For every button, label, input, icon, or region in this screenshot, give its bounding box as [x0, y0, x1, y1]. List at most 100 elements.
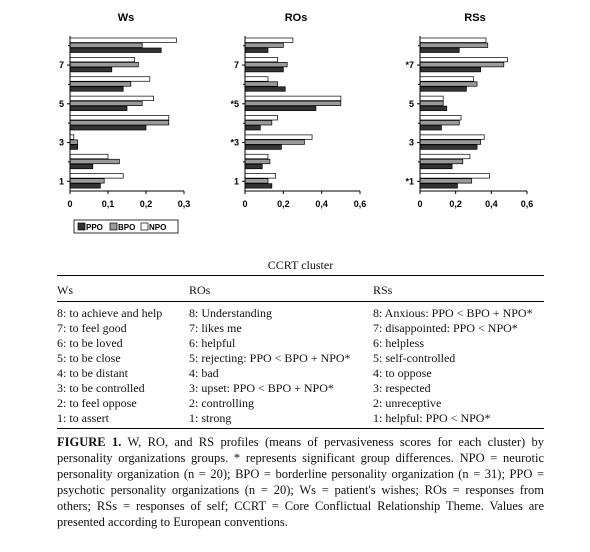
bar-npo-7	[69, 57, 135, 63]
table-cell: 6: to be loved	[57, 336, 123, 350]
x-tick-label: 0,3	[178, 199, 191, 209]
bar-npo-1	[244, 173, 277, 179]
bar-bpo-5	[69, 100, 143, 106]
table-cell: 3: upset: PPO < BPO + NPO*	[189, 381, 334, 395]
chart-ws: Ws 1 3 5 7 0 0,1 0,2 0,3	[59, 12, 190, 209]
table-cell: 8: to achieve and help	[57, 306, 163, 320]
bar-bpo-7	[419, 62, 505, 68]
y-tick-label: *5	[230, 99, 239, 109]
legend-swatch-bpo	[109, 222, 118, 231]
y-tick-label: 7	[59, 60, 64, 70]
column-header-ws: Ws	[57, 283, 73, 297]
bar-ppo-6	[69, 86, 124, 92]
table-cell: 8: Anxious: PPO < BPO + NPO*	[373, 306, 533, 320]
bar-ppo-4	[244, 125, 261, 131]
bar-npo-8	[419, 37, 487, 43]
bar-bpo-6	[419, 81, 478, 87]
bar-ppo-1	[244, 183, 273, 189]
table-cell: 7: to feel good	[57, 321, 127, 335]
bar-bpo-2	[69, 158, 120, 165]
bar-npo-8	[244, 37, 294, 43]
x-tick-label: 0,2	[449, 199, 462, 209]
table-cell: 3: to be controlled	[57, 381, 145, 395]
bar-bpo-4	[419, 120, 460, 126]
legend-label-ppo: PPO	[86, 223, 103, 232]
bar-bpo-8	[419, 42, 489, 48]
bar-ppo-7	[244, 67, 284, 73]
bar-npo-2	[419, 153, 471, 160]
bar-bpo-5	[244, 100, 342, 106]
table-cell: 4: bad	[189, 366, 219, 380]
bar-bpo-1	[244, 178, 269, 184]
bar-ppo-6	[244, 86, 286, 92]
table-rule-header	[57, 301, 544, 302]
bar-npo-5	[419, 95, 444, 101]
bar-bpo-1	[69, 178, 105, 184]
bar-bpo-4	[244, 120, 273, 126]
bar-ppo-2	[244, 163, 263, 170]
bar-ppo-8	[244, 47, 269, 53]
table-rule-bottom	[57, 428, 544, 429]
column-header-rss: RSs	[373, 283, 393, 297]
bar-ppo-5	[419, 105, 448, 111]
x-tick-label: 0	[67, 199, 72, 209]
y-tick-label: 5	[59, 99, 64, 109]
bar-bpo-3	[419, 139, 481, 145]
charts-area: Ws 1 3 5 7 0 0,1 0,2 0,3 ROs 1 *3 *5 7 0 0,2 0,4 0,6 RSs…	[59, 12, 533, 234]
bar-npo-2	[69, 153, 109, 160]
bar-ppo-3	[419, 144, 478, 150]
x-tick-label: 0,6	[354, 199, 367, 209]
bar-bpo-3	[69, 139, 78, 145]
table-cell: 7: disappointed: PPO < NPO*	[373, 321, 518, 335]
bar-ppo-3	[244, 144, 282, 150]
y-tick-label: 3	[59, 138, 64, 148]
bar-ppo-2	[419, 163, 453, 170]
bar-npo-4	[69, 115, 170, 121]
bar-ppo-5	[244, 105, 317, 111]
table-cell: 5: self-controlled	[373, 351, 456, 365]
bar-npo-7	[244, 57, 278, 63]
x-tick-label: 0,4	[485, 199, 498, 209]
legend-label-npo: NPO	[149, 223, 166, 232]
bar-ppo-2	[69, 163, 94, 170]
bar-bpo-5	[419, 100, 444, 106]
chart-title: Ws	[118, 12, 135, 24]
bar-npo-3	[69, 134, 75, 140]
bar-ppo-4	[419, 125, 442, 131]
y-tick-label: 1	[234, 176, 239, 186]
bar-npo-1	[419, 173, 490, 179]
bar-ppo-7	[69, 67, 113, 73]
bar-npo-6	[419, 76, 474, 82]
bar-ppo-3	[69, 144, 78, 150]
table-title: CCRT cluster	[267, 258, 334, 272]
bar-ppo-1	[419, 183, 458, 189]
figure-caption: FIGURE 1. W, RO, and RS profiles (means …	[57, 434, 544, 530]
table-cell: 2: unreceptive	[373, 396, 442, 410]
table-cell: 6: helpless	[373, 336, 424, 350]
legend: PPO BPO NPO	[73, 219, 179, 234]
x-tick-label: 0,1	[102, 199, 115, 209]
chart-title: RSs	[464, 12, 485, 24]
legend-swatch-ppo	[77, 222, 86, 231]
y-tick-label: 1	[59, 176, 64, 186]
x-tick-label: 0,2	[277, 199, 290, 209]
chart-rss: RSs *1 3 5 *7 0 0,2 0,4 0,6	[405, 12, 533, 209]
table-cell: 6: helpful	[189, 336, 236, 350]
table-cell: 4: to oppose	[373, 366, 432, 380]
table-cell: 1: helpful: PPO < NPO*	[373, 411, 491, 425]
bar-bpo-8	[244, 42, 284, 48]
bar-ppo-1	[69, 183, 101, 189]
y-tick-label: 3	[409, 138, 414, 148]
table-cell: 7: likes me	[189, 321, 242, 335]
bar-bpo-3	[244, 139, 305, 145]
bar-npo-3	[244, 134, 313, 140]
bar-bpo-7	[69, 62, 139, 68]
bar-npo-2	[244, 153, 269, 160]
bar-npo-3	[419, 134, 485, 140]
y-tick-label: 5	[409, 99, 414, 109]
x-tick-label: 0,2	[140, 199, 153, 209]
bar-npo-7	[419, 57, 508, 63]
legend-swatch-npo	[140, 222, 149, 231]
caption-text: W, RO, and RS profiles (means of pervasi…	[57, 435, 544, 529]
bar-ppo-7	[419, 67, 481, 73]
